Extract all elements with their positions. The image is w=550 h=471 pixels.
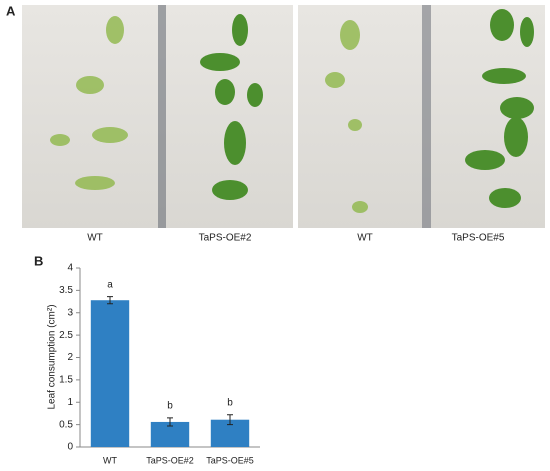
y-tick-label: 3 bbox=[67, 307, 73, 318]
error-bar bbox=[167, 417, 173, 427]
photo-caption: WT bbox=[87, 233, 103, 244]
error-bar bbox=[107, 296, 113, 305]
y-tick-label: 0 bbox=[67, 442, 73, 453]
photo-caption: WT bbox=[357, 233, 373, 244]
x-tick-label: WT bbox=[103, 455, 117, 465]
error-bar bbox=[227, 414, 233, 426]
y-tick-label: 3.5 bbox=[59, 285, 73, 296]
y-tick-label: 2 bbox=[67, 352, 73, 363]
panel-label: B bbox=[34, 253, 43, 268]
photo-right bbox=[298, 5, 545, 228]
y-tick-label: 1 bbox=[67, 397, 73, 408]
x-tick-label: TaPS-OE#2 bbox=[146, 455, 194, 465]
x-tick-label: TaPS-OE#5 bbox=[206, 455, 254, 465]
photo-caption: TaPS-OE#2 bbox=[199, 233, 252, 244]
panel-label: A bbox=[6, 3, 16, 18]
photo-caption: TaPS-OE#5 bbox=[452, 233, 505, 244]
significance-label: a bbox=[107, 279, 113, 290]
y-tick-label: 4 bbox=[67, 263, 73, 274]
y-tick-label: 0.5 bbox=[59, 419, 73, 430]
significance-label: b bbox=[167, 401, 173, 412]
y-axis-label: Leaf consumption (cm²) bbox=[47, 304, 58, 409]
photo-left bbox=[22, 5, 293, 228]
significance-label: b bbox=[227, 397, 233, 408]
y-tick-label: 2.5 bbox=[59, 330, 73, 341]
y-tick-label: 1.5 bbox=[59, 375, 73, 386]
bar bbox=[90, 300, 130, 447]
